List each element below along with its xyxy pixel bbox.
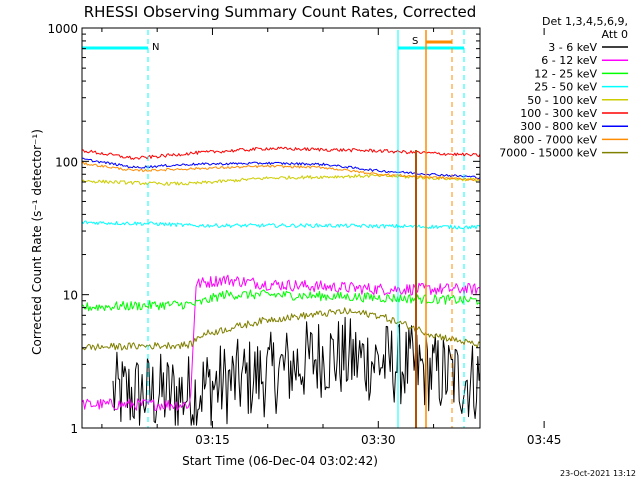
legend-label: 7000 - 15000 keV bbox=[499, 147, 597, 160]
x-axis-label: Start Time (06-Dec-04 03:02:42) bbox=[182, 454, 378, 468]
legend-label: 800 - 7000 keV bbox=[513, 133, 597, 146]
series-line-7 bbox=[82, 161, 480, 182]
series-line-5 bbox=[82, 146, 480, 160]
plot-frame bbox=[81, 27, 481, 429]
legend-label: 300 - 800 keV bbox=[520, 120, 597, 133]
x-tick-label: 03:15 bbox=[195, 433, 230, 447]
series-line-6 bbox=[82, 157, 480, 179]
legend-label: 3 - 6 keV bbox=[548, 41, 597, 54]
series-line-2 bbox=[82, 289, 480, 312]
series-group bbox=[82, 146, 480, 426]
y-tick-label: 100 bbox=[55, 155, 78, 169]
legend-label: 6 - 12 keV bbox=[541, 54, 597, 67]
legend-label: 100 - 300 keV bbox=[520, 107, 597, 120]
y-tick-label: 1000 bbox=[47, 22, 78, 36]
x-tick-label: 03:30 bbox=[361, 433, 396, 447]
chart-title: RHESSI Observing Summary Count Rates, Co… bbox=[84, 3, 477, 21]
series-line-4 bbox=[82, 173, 480, 186]
y-tick-label: 10 bbox=[63, 289, 78, 303]
y-axis-label-text: Corrected Count Rate (s⁻¹ detector⁻¹) bbox=[30, 129, 44, 355]
legend-label: 25 - 50 keV bbox=[534, 81, 597, 94]
series-line-0 bbox=[112, 316, 480, 426]
legend-header-line2: Att 0 bbox=[602, 28, 628, 41]
series-line-1 bbox=[82, 274, 480, 411]
s-label: S bbox=[412, 36, 418, 47]
y-tick-label: 1 bbox=[70, 422, 78, 436]
legend-header-line1: Det 1,3,4,5,6,9, bbox=[542, 15, 628, 28]
x-tick-label: 03:45 bbox=[527, 433, 562, 447]
y-axis-label: Corrected Count Rate (s⁻¹ detector⁻¹) bbox=[30, 129, 44, 355]
series-line-3 bbox=[82, 220, 480, 230]
legend-label: 50 - 100 keV bbox=[527, 94, 597, 107]
legend-label: 12 - 25 keV bbox=[534, 67, 597, 80]
n-label: N bbox=[152, 42, 159, 53]
plot-area: NS bbox=[82, 30, 480, 428]
series-line-8 bbox=[82, 307, 480, 351]
timestamp-label: 23-Oct-2021 13:12 bbox=[560, 469, 636, 478]
